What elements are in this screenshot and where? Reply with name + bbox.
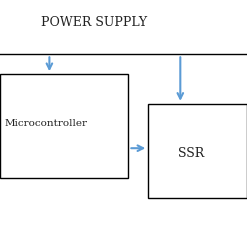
Bar [0,74,128,178]
Text: POWER SUPPLY: POWER SUPPLY [41,16,147,29]
Text: SSR: SSR [178,147,204,160]
Text: Microcontroller: Microcontroller [5,119,88,128]
Bar [148,104,247,198]
